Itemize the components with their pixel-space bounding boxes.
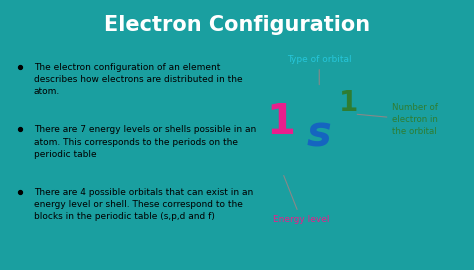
Text: Electron Configuration: Electron Configuration: [104, 15, 370, 35]
Text: There are 7 energy levels or shells possible in an
atom. This corresponds to the: There are 7 energy levels or shells poss…: [34, 126, 256, 159]
Text: s: s: [307, 114, 332, 156]
Text: 1: 1: [266, 101, 295, 143]
Text: The electron configuration of an element
describes how electrons are distributed: The electron configuration of an element…: [34, 63, 242, 96]
Text: 1: 1: [339, 89, 358, 117]
Text: There are 4 possible orbitals that can exist in an
energy level or shell. These : There are 4 possible orbitals that can e…: [34, 188, 253, 221]
Text: Energy level: Energy level: [273, 176, 329, 224]
Text: Number of
electron in
the orbital: Number of electron in the orbital: [357, 103, 438, 136]
Text: Type of orbital: Type of orbital: [287, 55, 352, 85]
